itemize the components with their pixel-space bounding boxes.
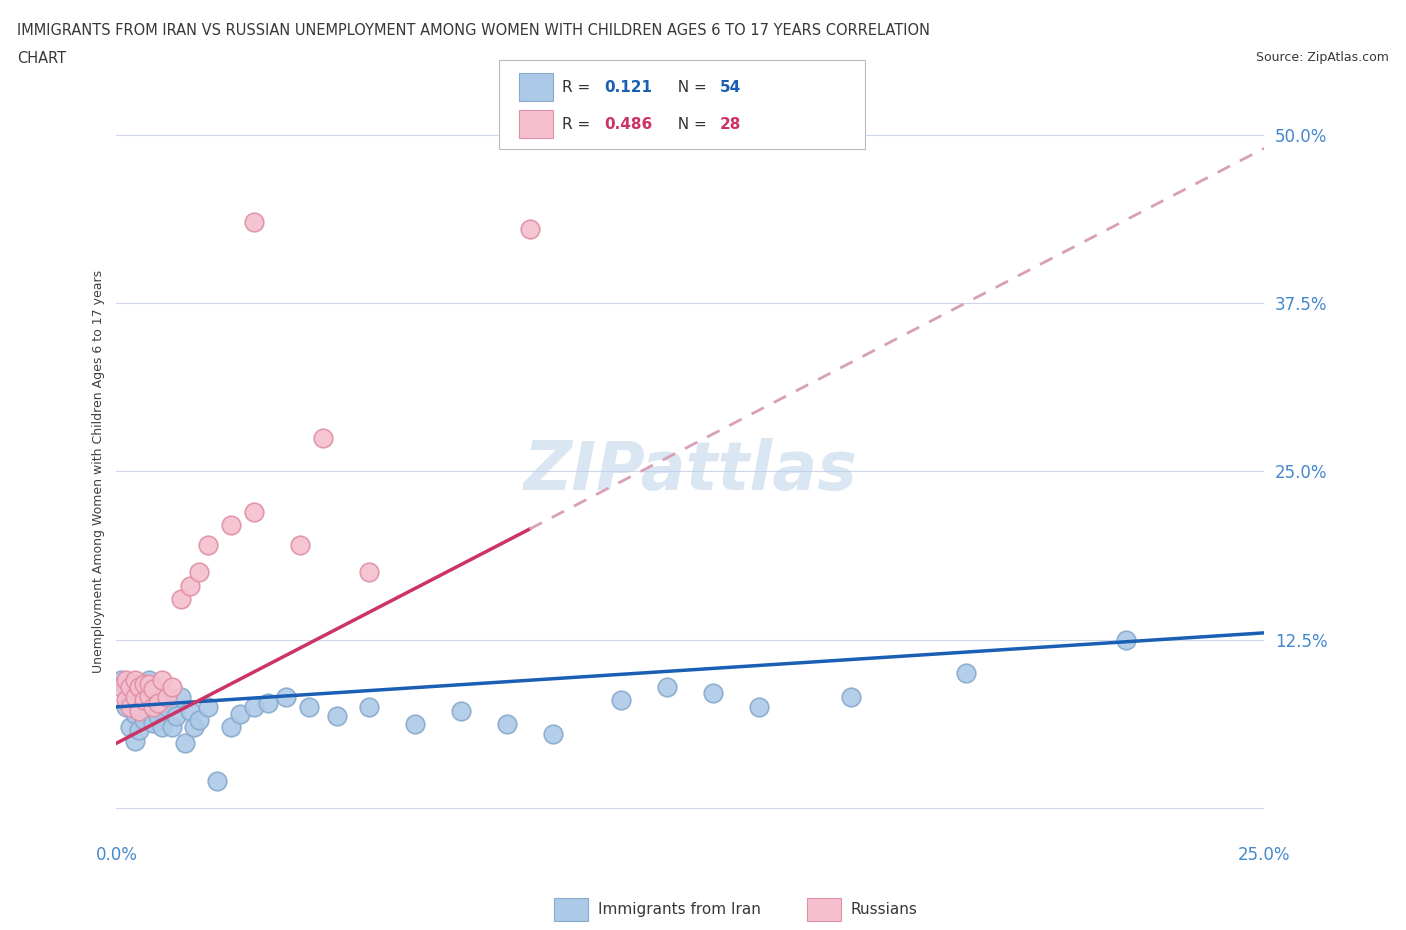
- Point: [312, 431, 335, 445]
- Point: [219, 720, 242, 735]
- Point: [128, 696, 150, 711]
- Point: [243, 215, 266, 230]
- Point: [124, 682, 146, 697]
- Point: [197, 699, 219, 714]
- Point: [132, 693, 155, 708]
- Point: [257, 696, 280, 711]
- Text: N =: N =: [668, 117, 711, 132]
- Point: [357, 699, 380, 714]
- Point: [207, 774, 229, 789]
- Point: [128, 679, 150, 694]
- Point: [165, 709, 187, 724]
- Point: [156, 699, 179, 714]
- Point: [657, 679, 679, 694]
- Point: [114, 699, 136, 714]
- Point: [326, 709, 349, 724]
- Text: CHART: CHART: [17, 51, 66, 66]
- Point: [124, 733, 146, 748]
- Text: IMMIGRANTS FROM IRAN VS RUSSIAN UNEMPLOYMENT AMONG WOMEN WITH CHILDREN AGES 6 TO: IMMIGRANTS FROM IRAN VS RUSSIAN UNEMPLOY…: [17, 23, 929, 38]
- Text: N =: N =: [668, 80, 711, 95]
- Point: [160, 679, 183, 694]
- Point: [146, 696, 169, 711]
- Point: [288, 538, 311, 552]
- Point: [183, 720, 205, 735]
- Point: [495, 717, 517, 732]
- Point: [243, 504, 266, 519]
- Point: [142, 682, 165, 697]
- Point: [146, 689, 169, 704]
- Point: [128, 703, 150, 718]
- Point: [170, 591, 193, 606]
- Point: [110, 672, 132, 687]
- Point: [839, 690, 862, 705]
- Point: [142, 699, 165, 714]
- Point: [541, 726, 564, 741]
- Point: [243, 699, 266, 714]
- Point: [702, 686, 724, 701]
- Point: [138, 703, 160, 718]
- Point: [150, 720, 173, 735]
- Point: [138, 689, 160, 704]
- Point: [170, 690, 193, 705]
- Point: [114, 672, 136, 687]
- Point: [132, 693, 155, 708]
- Point: [298, 699, 321, 714]
- Point: [142, 696, 165, 711]
- Text: Source: ZipAtlas.com: Source: ZipAtlas.com: [1256, 51, 1389, 64]
- Text: 0.486: 0.486: [605, 117, 652, 132]
- Text: 54: 54: [720, 80, 741, 95]
- Point: [188, 565, 211, 579]
- Point: [450, 703, 472, 718]
- Point: [219, 518, 242, 533]
- Point: [138, 672, 160, 687]
- Text: 28: 28: [720, 117, 741, 132]
- Point: [156, 690, 179, 705]
- Point: [138, 690, 160, 705]
- Point: [120, 679, 142, 694]
- Y-axis label: Unemployment Among Women with Children Ages 6 to 17 years: Unemployment Among Women with Children A…: [93, 270, 105, 673]
- Point: [276, 690, 298, 705]
- Point: [128, 676, 150, 691]
- Text: Russians: Russians: [851, 902, 918, 917]
- Point: [610, 693, 633, 708]
- Point: [120, 699, 142, 714]
- Point: [197, 538, 219, 552]
- Point: [132, 676, 155, 691]
- Point: [110, 679, 132, 694]
- Point: [955, 666, 977, 681]
- Point: [188, 713, 211, 728]
- Point: [142, 679, 165, 694]
- Point: [138, 676, 160, 691]
- Point: [146, 709, 169, 724]
- Point: [124, 672, 146, 687]
- Point: [150, 696, 173, 711]
- Point: [748, 699, 770, 714]
- Text: R =: R =: [562, 117, 596, 132]
- Point: [229, 706, 252, 721]
- Point: [120, 720, 142, 735]
- Point: [160, 720, 183, 735]
- Text: ZIPattlas: ZIPattlas: [523, 438, 858, 504]
- Text: 0.121: 0.121: [605, 80, 652, 95]
- Point: [142, 715, 165, 730]
- Point: [179, 703, 201, 718]
- Point: [404, 717, 426, 732]
- Point: [120, 679, 142, 694]
- Point: [1115, 632, 1137, 647]
- Point: [124, 690, 146, 705]
- Point: [128, 723, 150, 737]
- Point: [132, 676, 155, 691]
- Point: [124, 706, 146, 721]
- Point: [519, 221, 541, 236]
- Text: R =: R =: [562, 80, 596, 95]
- Point: [174, 736, 197, 751]
- Point: [150, 672, 173, 687]
- Point: [357, 565, 380, 579]
- Text: Immigrants from Iran: Immigrants from Iran: [598, 902, 761, 917]
- Point: [132, 713, 155, 728]
- Point: [114, 679, 136, 694]
- Point: [179, 578, 201, 593]
- Point: [114, 693, 136, 708]
- Point: [120, 693, 142, 708]
